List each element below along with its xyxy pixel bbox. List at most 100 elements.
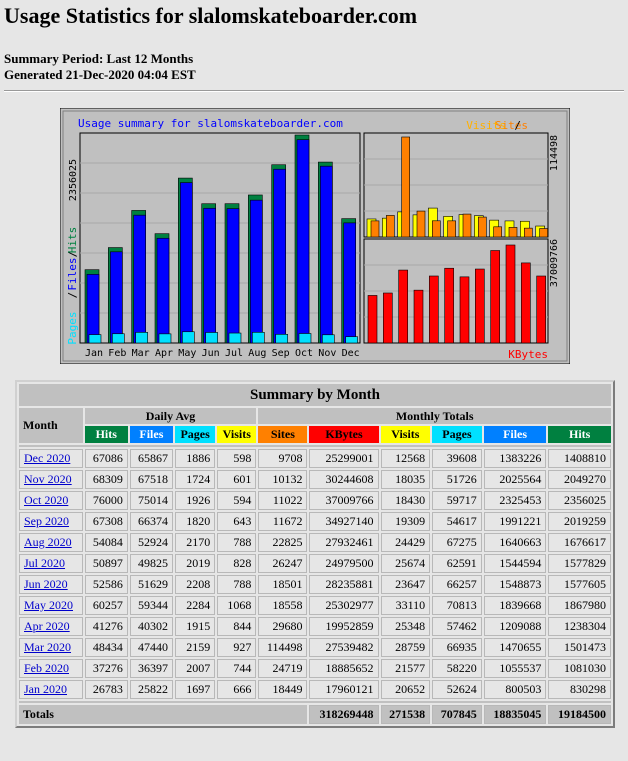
month-rows: Dec 2020 67086 65867 1886 598 9708 25299001 125…: [19, 449, 611, 699]
value-cell: 11672: [258, 512, 308, 531]
month-link[interactable]: Mar 2020: [24, 640, 71, 654]
value-cell: 1577605: [548, 575, 611, 594]
monthly-totals-header: Monthly Totals: [258, 408, 611, 424]
month-cell: Jan 2020: [19, 680, 83, 699]
pages-bar: [252, 332, 265, 344]
value-cell: 33110: [380, 596, 431, 615]
value-cell: 1915: [174, 617, 216, 636]
value-cell: 2007: [174, 659, 216, 678]
summary-table-wrap: Summary by Month Month Daily Avg Monthly…: [15, 380, 615, 746]
kbytes-bar: [383, 292, 393, 344]
daily-col-visits: Visits: [217, 426, 257, 443]
pages-bar: [88, 334, 102, 344]
table-row: Feb 2020 37276 36397 2007 744 24719 18885652 21…: [19, 659, 611, 678]
month-cell: Aug 2020: [19, 533, 83, 552]
value-cell: 67275: [432, 533, 482, 552]
value-cell: 19309: [380, 512, 431, 531]
month-tick-label: Jan: [85, 348, 103, 359]
month-link[interactable]: Feb 2020: [24, 661, 69, 675]
month-link[interactable]: Jun 2020: [24, 577, 68, 591]
value-cell: 744: [217, 659, 257, 678]
value-cell: 9708: [258, 449, 308, 468]
month-cell: Nov 2020: [19, 470, 83, 489]
value-cell: 2025564: [483, 470, 547, 489]
summary-info: Summary Period: Last 12 Months Generated…: [4, 51, 196, 83]
monthly-col-visits: Visits: [380, 426, 431, 443]
value-cell: 27932461: [309, 533, 379, 552]
value-cell: 1081030: [548, 659, 611, 678]
total-hits: 19184500: [548, 705, 611, 724]
value-cell: 788: [217, 575, 257, 594]
legend-sep: /: [514, 119, 521, 132]
daily-col-hits: Hits: [84, 426, 128, 443]
table-row: May 2020 60257 59344 2284 1068 18558 25302977 3…: [19, 596, 611, 615]
value-cell: 1724: [174, 470, 216, 489]
value-cell: 1544594: [483, 554, 547, 573]
summary-period: Summary Period: Last 12 Months: [4, 51, 194, 66]
value-cell: 40302: [129, 617, 173, 636]
value-cell: 51629: [129, 575, 173, 594]
value-cell: 52624: [432, 680, 482, 699]
monthly-col-kbytes: KBytes: [309, 426, 379, 443]
value-cell: 1548873: [483, 575, 547, 594]
value-cell: 18501: [258, 575, 308, 594]
month-link[interactable]: Oct 2020: [24, 493, 69, 507]
value-cell: 27539482: [309, 638, 379, 657]
value-cell: 18035: [380, 470, 431, 489]
value-cell: 20652: [380, 680, 431, 699]
value-cell: 1676617: [548, 533, 611, 552]
files-bar: [250, 199, 263, 344]
month-tick-label: Dec: [342, 348, 360, 359]
month-link[interactable]: Nov 2020: [24, 472, 72, 486]
month-link[interactable]: Sep 2020: [24, 514, 69, 528]
monthly-col-files: Files: [483, 426, 547, 443]
value-cell: 2170: [174, 533, 216, 552]
value-cell: 52924: [129, 533, 173, 552]
value-cell: 1501473: [548, 638, 611, 657]
value-cell: 18558: [258, 596, 308, 615]
month-cell: Oct 2020: [19, 491, 83, 510]
value-cell: 1209088: [483, 617, 547, 636]
kbytes-bar: [367, 295, 378, 344]
value-cell: 830298: [548, 680, 611, 699]
month-cell: Mar 2020: [19, 638, 83, 657]
page-title: Usage Statistics for slalomskateboarder.…: [4, 3, 418, 28]
pages-bar: [322, 334, 335, 344]
kbytes-bar: [521, 262, 531, 344]
value-cell: 2159: [174, 638, 216, 657]
month-link[interactable]: May 2020: [24, 598, 73, 612]
month-link[interactable]: Aug 2020: [24, 535, 72, 549]
monthly-col-pages: Pages: [432, 426, 482, 443]
summary-by-month-table: Summary by Month Month Daily Avg Monthly…: [15, 380, 615, 728]
month-link[interactable]: Jan 2020: [24, 682, 67, 696]
sites-bar: [401, 136, 410, 238]
axis-label-hits: Hits: [66, 227, 79, 254]
value-cell: 23647: [380, 575, 431, 594]
kbytes-bar: [429, 275, 439, 344]
value-cell: 1867980: [548, 596, 611, 615]
usage-chart: Usage summary for slalomskateboarder.com…: [60, 108, 570, 364]
value-cell: 1238304: [548, 617, 611, 636]
value-cell: 68309: [84, 470, 128, 489]
table-row: Mar 2020 48434 47440 2159 927 114498 27539482 2…: [19, 638, 611, 657]
totals-label: Totals: [19, 705, 308, 724]
value-cell: 54617: [432, 512, 482, 531]
sites-bar: [370, 220, 380, 238]
value-cell: 927: [217, 638, 257, 657]
month-link[interactable]: Dec 2020: [24, 451, 71, 465]
value-cell: 1640663: [483, 533, 547, 552]
kbytes-bar: [505, 244, 516, 344]
sites-bar: [478, 216, 487, 238]
chart-title: Usage summary for slalomskateboarder.com: [78, 117, 343, 130]
monthly-col-hits: Hits: [548, 426, 611, 443]
value-cell: 39608: [432, 449, 482, 468]
month-link[interactable]: Apr 2020: [24, 619, 70, 633]
table-row: Dec 2020 67086 65867 1886 598 9708 25299001 125…: [19, 449, 611, 468]
files-bar: [226, 208, 240, 344]
value-cell: 49825: [129, 554, 173, 573]
pages-bar: [182, 331, 195, 344]
value-cell: 18430: [380, 491, 431, 510]
kbytes-bar: [444, 267, 454, 344]
month-link[interactable]: Jul 2020: [24, 556, 66, 570]
month-tick-label: Jun: [202, 348, 220, 359]
